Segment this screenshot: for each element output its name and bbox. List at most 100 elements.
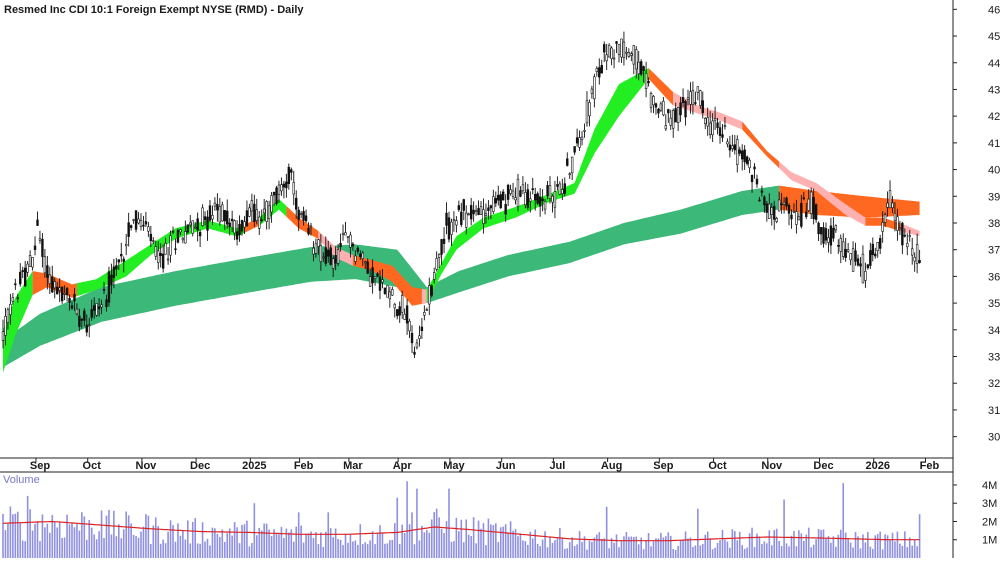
- candle-body: [736, 139, 739, 165]
- candle-body: [80, 319, 84, 321]
- volume-bar: [628, 536, 630, 558]
- candle-body: [859, 263, 862, 267]
- volume-bar: [812, 544, 815, 558]
- volume-bar: [504, 524, 507, 558]
- volume-bar: [154, 517, 157, 558]
- volume-bar: [536, 543, 539, 558]
- candle-body: [484, 213, 488, 216]
- candle-body: [331, 258, 335, 269]
- candle-body: [295, 197, 298, 210]
- candle-body: [26, 263, 29, 273]
- candle-body: [792, 210, 796, 213]
- volume-bar: [29, 509, 31, 558]
- volume-bar: [12, 514, 14, 558]
- volume-bar: [894, 541, 896, 558]
- candle-body: [839, 238, 842, 252]
- fast-band-segment: [286, 206, 319, 239]
- candle-body: [524, 192, 527, 206]
- volume-bar: [640, 537, 642, 558]
- volume-bar: [694, 545, 697, 558]
- volume-bar: [49, 532, 51, 558]
- candle-body: [423, 312, 426, 316]
- candle-body: [886, 202, 889, 208]
- candle-body: [659, 103, 663, 111]
- volume-bar: [95, 539, 98, 558]
- volume-bar: [729, 547, 731, 558]
- candle-body: [837, 245, 840, 247]
- volume-bar: [58, 522, 61, 558]
- candle-body: [14, 283, 17, 286]
- volume-tick-label: 3M: [982, 498, 997, 510]
- candle-body: [706, 117, 709, 127]
- candle-body: [630, 53, 633, 56]
- candle-body: [696, 86, 700, 93]
- candle-body: [171, 230, 175, 233]
- volume-bar: [724, 539, 726, 558]
- volume-bar: [438, 517, 440, 558]
- candle-body: [509, 189, 512, 194]
- volume-bar: [761, 544, 763, 558]
- volume-bar: [63, 537, 66, 558]
- volume-bar: [546, 547, 549, 558]
- candle-body: [161, 253, 165, 269]
- volume-bar: [115, 536, 118, 558]
- volume-bar: [509, 521, 512, 558]
- volume-bar: [852, 547, 854, 558]
- candle-body: [743, 149, 746, 163]
- candle-body: [105, 299, 108, 308]
- volume-bar: [635, 536, 638, 558]
- volume-bar: [586, 549, 588, 558]
- volume-bar: [423, 532, 426, 558]
- volume-bar: [514, 529, 517, 558]
- volume-bar: [221, 529, 224, 558]
- volume-bar: [184, 539, 187, 558]
- volume-panel: [2, 481, 921, 558]
- volume-bar: [320, 532, 322, 558]
- candle-body: [112, 266, 116, 278]
- candle-body: [627, 52, 631, 57]
- candle-body: [452, 219, 456, 222]
- x-tick-label: Sep: [653, 460, 673, 472]
- candle-body: [603, 44, 606, 53]
- price-tick-label: 32: [988, 378, 1000, 390]
- candle-body: [327, 249, 330, 257]
- candle-body: [494, 198, 497, 204]
- volume-bar: [864, 542, 867, 558]
- volume-bar: [322, 546, 325, 558]
- candle-body: [876, 241, 879, 251]
- volume-bar: [830, 542, 832, 558]
- candle-body: [716, 122, 719, 128]
- candle-body: [529, 198, 532, 202]
- volume-bar: [443, 533, 445, 558]
- volume-bar: [768, 530, 771, 558]
- candle-body: [211, 215, 214, 220]
- price-candles: [1, 31, 921, 359]
- volume-bar: [738, 531, 741, 558]
- candle-body: [191, 220, 194, 234]
- volume-bar: [248, 546, 251, 558]
- volume-bar: [798, 530, 800, 558]
- volume-bar: [384, 543, 386, 558]
- volume-bar: [620, 540, 623, 558]
- volume-bar: [719, 540, 721, 558]
- candle-body: [679, 102, 682, 116]
- volume-bar: [490, 524, 492, 558]
- volume-bar: [174, 541, 177, 558]
- volume-bar: [549, 537, 551, 558]
- candle-body: [418, 335, 421, 340]
- candle-body: [543, 200, 547, 210]
- candle-body: [319, 245, 323, 262]
- candle-body: [686, 97, 690, 100]
- candle-body: [132, 219, 135, 221]
- candle-body: [349, 234, 352, 248]
- candle-body: [134, 210, 138, 230]
- volume-bar: [100, 510, 103, 558]
- candle-body: [817, 222, 820, 235]
- candle-body: [255, 209, 258, 221]
- volume-bar: [610, 538, 613, 558]
- candle-body: [874, 253, 877, 257]
- volume-bar: [507, 532, 509, 558]
- volume-bar: [228, 528, 231, 558]
- volume-bar: [827, 536, 830, 558]
- volume-bar: [531, 538, 534, 558]
